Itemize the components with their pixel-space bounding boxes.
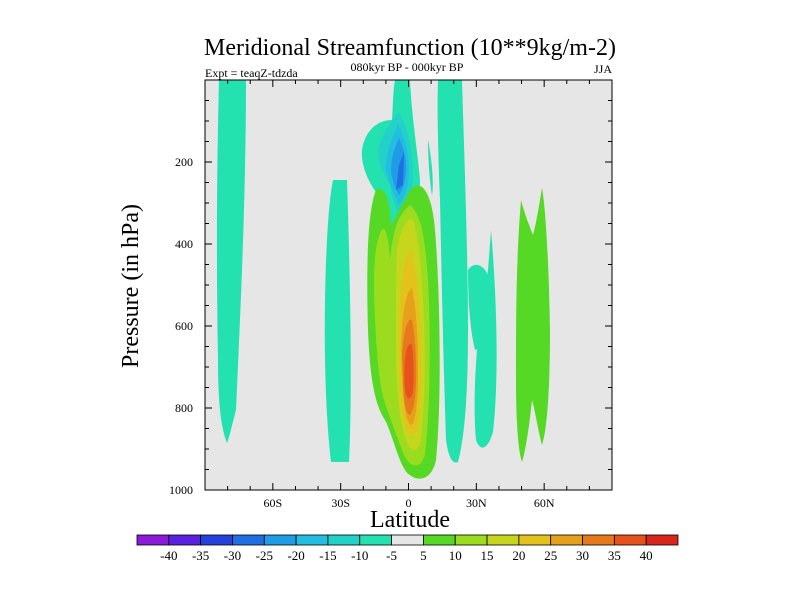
colorbar-swatch [486, 534, 520, 546]
colorbar-swatch [454, 534, 488, 546]
colorbar-swatch [550, 534, 583, 546]
colorbar-swatch [232, 534, 265, 546]
colorbar-label: 20 [512, 548, 525, 563]
contour-band-70s [216, 80, 246, 443]
colorbar-label: -20 [287, 548, 304, 563]
contour-band-22n [474, 230, 497, 448]
colorbar-swatch [359, 534, 392, 546]
colorbar-label: 40 [640, 548, 653, 563]
x-axis: 60S 30S 0 30N 60N [204, 80, 613, 510]
colorbar-swatch [423, 534, 456, 546]
contour-main-cell-level-35 [404, 343, 414, 399]
colorbar-swatch [613, 534, 647, 546]
colorbar-swatch [327, 534, 361, 546]
x-tick-label: 30S [331, 496, 350, 510]
colorbar-swatch [518, 534, 552, 546]
y-tick-label: 800 [175, 401, 193, 415]
y-tick-label: 600 [175, 319, 193, 333]
colorbar-label: -25 [256, 548, 273, 563]
colorbar-label: -35 [192, 548, 209, 563]
colorbar-swatch [136, 534, 170, 546]
chart-title: Meridional Streamfunction (10**9kg/m-2) [204, 35, 616, 61]
contour-strip-near-equator [428, 140, 433, 195]
colorbar-swatch [168, 534, 202, 546]
colorbar-label: -30 [224, 548, 241, 563]
y-tick-label: 1000 [169, 483, 193, 497]
colorbar-label: 25 [544, 548, 557, 563]
colorbar-label: -40 [160, 548, 177, 563]
colorbar-label: 15 [481, 548, 494, 563]
colorbar-label: 35 [608, 548, 621, 563]
x-tick-label: 60S [263, 496, 282, 510]
colorbar-label: -5 [386, 548, 397, 563]
y-tick-label: 400 [175, 237, 193, 251]
y-axis-label: Pressure (in hPa) [118, 204, 144, 368]
colorbar-label: -15 [319, 548, 336, 563]
contour-field [216, 80, 550, 479]
y-tick-label: 200 [175, 155, 193, 169]
contour-band-22n-inner [468, 264, 490, 350]
season-label: JJA [594, 62, 612, 76]
colorbar-swatch [645, 534, 679, 546]
experiment-label: Expt = teaqZ-tdzda [205, 66, 298, 80]
x-tick-label: 0 [406, 496, 412, 510]
contour-band-55n [516, 188, 550, 462]
colorbar-swatch [200, 534, 233, 546]
colorbar-swatch [263, 534, 297, 546]
colorbar-swatch [295, 534, 329, 546]
colorbar-label: -10 [351, 548, 368, 563]
colorbar: -40 -35 -30 -25 -20 -15 -10 -5 5 10 15 20 25 30 35 40 [136, 534, 679, 563]
contour-band-28s [324, 180, 351, 462]
x-axis-label: Latitude [370, 507, 450, 533]
contour-upper-cell-level-25 [396, 152, 404, 190]
colorbar-swatch [582, 534, 615, 546]
chart-subtitle: 080kyr BP - 000kyr BP [351, 60, 464, 74]
colorbar-label: 30 [576, 548, 589, 563]
x-tick-label: 30N [466, 496, 487, 510]
y-axis: 200 400 600 800 1000 [169, 79, 612, 497]
colorbar-label: 5 [420, 548, 427, 563]
x-tick-label: 60N [534, 496, 555, 510]
colorbar-label: 10 [449, 548, 462, 563]
colorbar-swatch [391, 534, 424, 546]
contour-band-18n [437, 80, 468, 463]
